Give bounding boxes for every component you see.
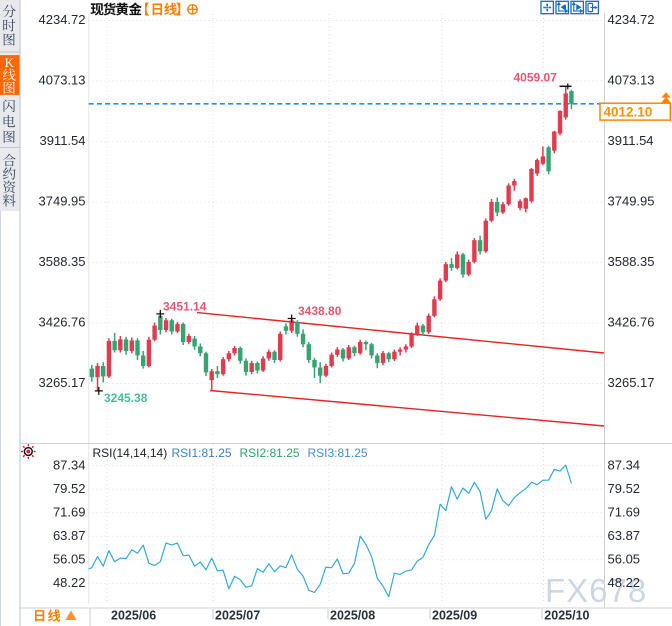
svg-text:87.34: 87.34: [53, 457, 86, 472]
svg-text:4234.72: 4234.72: [608, 12, 655, 27]
svg-text:3588.35: 3588.35: [608, 254, 655, 269]
svg-text:3245.38: 3245.38: [104, 391, 148, 405]
svg-text:3749.95: 3749.95: [608, 193, 655, 208]
svg-text:3426.76: 3426.76: [39, 314, 86, 329]
svg-text:RSI1:81.25: RSI1:81.25: [172, 446, 232, 460]
svg-text:3265.17: 3265.17: [608, 375, 655, 390]
svg-text:71.69: 71.69: [53, 505, 86, 520]
svg-text:4059.07: 4059.07: [514, 70, 558, 84]
svg-text:56.05: 56.05: [608, 552, 641, 567]
svg-text:3749.95: 3749.95: [39, 193, 86, 208]
svg-text:3588.35: 3588.35: [39, 254, 86, 269]
svg-text:2025/06: 2025/06: [111, 609, 156, 623]
svg-text:RSI(14,14,14): RSI(14,14,14): [93, 446, 168, 460]
svg-text:RSI2:81.25: RSI2:81.25: [240, 446, 300, 460]
svg-text:3426.76: 3426.76: [608, 314, 655, 329]
svg-text:4012.10: 4012.10: [604, 104, 653, 119]
svg-text:2025/09: 2025/09: [432, 609, 477, 623]
svg-text:87.34: 87.34: [608, 457, 641, 472]
svg-text:79.52: 79.52: [608, 481, 641, 496]
svg-text:3451.14: 3451.14: [163, 300, 207, 314]
svg-text:FX678: FX678: [545, 572, 647, 609]
svg-text:4234.72: 4234.72: [39, 12, 86, 27]
svg-text:2025/10: 2025/10: [544, 609, 589, 623]
svg-text:56.05: 56.05: [53, 552, 86, 567]
svg-text:3911.54: 3911.54: [39, 133, 85, 148]
svg-text:3438.80: 3438.80: [298, 304, 342, 318]
svg-text:2025/08: 2025/08: [330, 609, 375, 623]
svg-text:2025/07: 2025/07: [215, 609, 260, 623]
svg-text:48.22: 48.22: [608, 575, 641, 590]
svg-text:4073.13: 4073.13: [39, 72, 86, 87]
svg-text:4073.13: 4073.13: [608, 72, 655, 87]
svg-text:3265.17: 3265.17: [39, 375, 86, 390]
svg-text:79.52: 79.52: [53, 481, 86, 496]
svg-text:71.69: 71.69: [608, 505, 641, 520]
svg-text:63.87: 63.87: [53, 528, 86, 543]
svg-text:RSI3:81.25: RSI3:81.25: [308, 446, 368, 460]
svg-text:K: K: [5, 55, 15, 70]
svg-text:48.22: 48.22: [53, 575, 86, 590]
svg-text:63.87: 63.87: [608, 528, 641, 543]
svg-text:3911.54: 3911.54: [608, 133, 654, 148]
